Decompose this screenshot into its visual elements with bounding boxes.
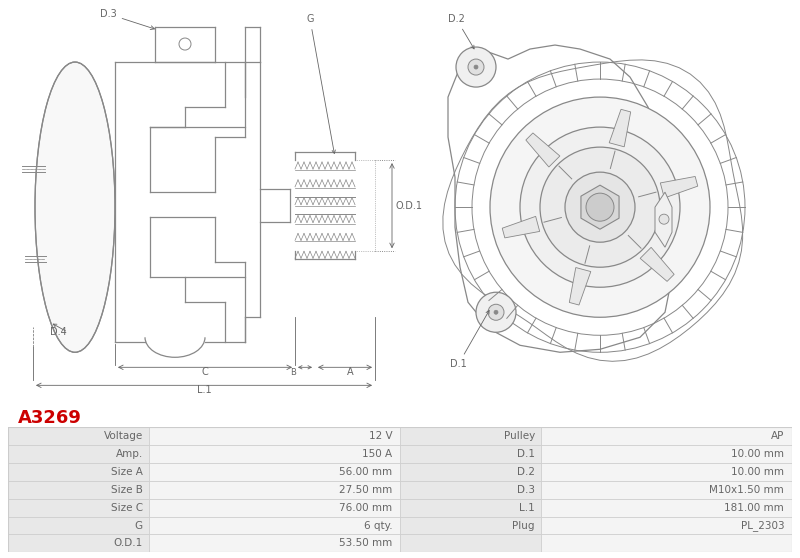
Text: B: B	[290, 368, 296, 377]
Text: A: A	[346, 367, 354, 377]
Text: 76.00 mm: 76.00 mm	[339, 503, 392, 513]
Polygon shape	[526, 133, 560, 167]
Bar	[8, 445, 149, 463]
Text: 27.50 mm: 27.50 mm	[339, 485, 392, 494]
Text: O.D.1: O.D.1	[396, 201, 423, 211]
Text: 56.00 mm: 56.00 mm	[339, 466, 392, 477]
Text: 181.00 mm: 181.00 mm	[725, 503, 784, 513]
Text: Voltage: Voltage	[103, 431, 143, 441]
Text: 10.00 mm: 10.00 mm	[731, 466, 784, 477]
Circle shape	[565, 172, 635, 242]
Circle shape	[540, 147, 660, 267]
Bar	[149, 427, 400, 445]
Bar	[541, 535, 792, 552]
Text: C: C	[202, 367, 208, 377]
Bar	[8, 427, 149, 445]
Text: D.2: D.2	[517, 466, 535, 477]
Bar	[541, 517, 792, 535]
Text: 12 V: 12 V	[369, 431, 392, 441]
Bar	[541, 463, 792, 480]
Circle shape	[476, 292, 516, 332]
Text: Size B: Size B	[111, 485, 143, 494]
Bar	[400, 499, 541, 517]
Text: G: G	[134, 521, 143, 531]
Text: A3269: A3269	[18, 409, 82, 427]
Bar	[8, 535, 149, 552]
Circle shape	[520, 127, 680, 287]
Text: AP: AP	[770, 431, 784, 441]
Bar	[400, 480, 541, 499]
Bar	[541, 480, 792, 499]
Text: 150 A: 150 A	[362, 449, 392, 459]
Bar	[8, 499, 149, 517]
Circle shape	[659, 214, 669, 224]
Circle shape	[586, 193, 614, 221]
Text: D.4: D.4	[50, 328, 66, 337]
Text: Size C: Size C	[110, 503, 143, 513]
Bar	[541, 427, 792, 445]
Text: PL_2303: PL_2303	[741, 520, 784, 531]
Text: D.3: D.3	[517, 485, 535, 494]
Bar	[149, 480, 400, 499]
Text: D.1: D.1	[517, 449, 535, 459]
Text: D.3: D.3	[100, 9, 154, 30]
Bar	[541, 499, 792, 517]
Bar	[400, 517, 541, 535]
Polygon shape	[581, 185, 619, 229]
Circle shape	[490, 97, 710, 318]
Polygon shape	[570, 267, 591, 305]
Text: Amp.: Amp.	[115, 449, 143, 459]
Polygon shape	[609, 109, 630, 147]
Bar	[149, 517, 400, 535]
Bar	[149, 463, 400, 480]
Polygon shape	[640, 247, 674, 281]
Bar	[400, 463, 541, 480]
Polygon shape	[502, 217, 540, 238]
Circle shape	[468, 59, 484, 75]
Text: O.D.1: O.D.1	[114, 538, 143, 549]
Text: D.1: D.1	[450, 310, 489, 369]
Text: L.1: L.1	[519, 503, 535, 513]
Circle shape	[488, 304, 504, 320]
Bar	[149, 535, 400, 552]
Polygon shape	[660, 176, 698, 198]
Bar	[541, 445, 792, 463]
Ellipse shape	[35, 62, 115, 352]
Text: M10x1.50 mm: M10x1.50 mm	[710, 485, 784, 494]
Text: L.1: L.1	[197, 386, 211, 395]
Bar	[8, 517, 149, 535]
Bar	[400, 535, 541, 552]
Polygon shape	[655, 192, 672, 247]
Text: 53.50 mm: 53.50 mm	[339, 538, 392, 549]
Text: D.2: D.2	[448, 14, 474, 49]
Circle shape	[494, 310, 498, 314]
Text: Size A: Size A	[111, 466, 143, 477]
Bar	[400, 427, 541, 445]
Text: G: G	[306, 14, 335, 153]
Text: 6 qty.: 6 qty.	[363, 521, 392, 531]
Text: Pulley: Pulley	[503, 431, 535, 441]
Text: 10.00 mm: 10.00 mm	[731, 449, 784, 459]
Bar	[8, 480, 149, 499]
Bar	[400, 445, 541, 463]
Text: Plug: Plug	[512, 521, 535, 531]
Bar	[8, 463, 149, 480]
Circle shape	[456, 47, 496, 87]
Bar	[149, 499, 400, 517]
Bar	[149, 445, 400, 463]
Circle shape	[474, 65, 478, 69]
